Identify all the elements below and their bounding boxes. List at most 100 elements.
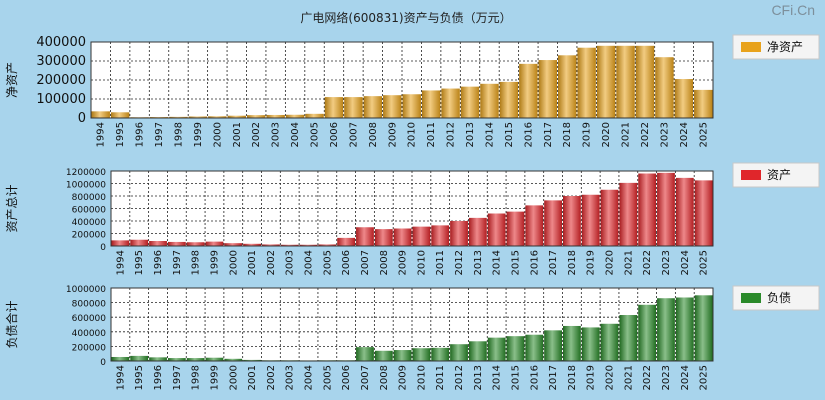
bar-2014 xyxy=(480,83,499,118)
bar-2002 xyxy=(262,244,280,246)
x-tick-label: 2009 xyxy=(387,122,398,147)
bar-2013 xyxy=(468,341,487,361)
x-tick-label: 2011 xyxy=(435,365,446,390)
x-tick-label: 2014 xyxy=(492,250,503,275)
plot-border xyxy=(90,41,714,119)
bar-2022 xyxy=(635,45,655,118)
bar-2018 xyxy=(563,325,581,361)
x-tick-label: 2015 xyxy=(510,365,521,390)
bar-2010 xyxy=(402,94,421,118)
bar-1995 xyxy=(110,112,130,118)
x-tick-label: 2012 xyxy=(446,122,457,147)
bar-1999 xyxy=(188,116,208,118)
x-tick-label: 2005 xyxy=(322,250,333,275)
y-tick-label: 1200000 xyxy=(66,168,106,178)
x-tick-label: 2025 xyxy=(699,365,710,390)
y-axis-label: 资产总计 xyxy=(5,184,19,232)
bar-2019 xyxy=(577,47,596,119)
x-tick-label: 2014 xyxy=(484,122,495,147)
bar-2021 xyxy=(619,315,638,361)
x-tick-label: 2003 xyxy=(285,365,296,390)
bar-2018 xyxy=(563,196,581,246)
x-tick-label: 2021 xyxy=(623,250,634,275)
panel-1: 0 100000 200000 300000 400000 1994 1995 1996 199… xyxy=(5,34,820,147)
bar-2016 xyxy=(525,334,544,361)
legend-swatch xyxy=(741,170,761,180)
bar-2018 xyxy=(558,55,577,118)
bar-2004 xyxy=(299,244,318,246)
x-tick-label: 2012 xyxy=(454,250,465,275)
x-tick-label: 2000 xyxy=(228,250,239,275)
x-tick-label: 2010 xyxy=(416,250,427,275)
x-tick-label: 2018 xyxy=(567,365,578,390)
bar-2017 xyxy=(538,60,557,118)
bar-2025 xyxy=(694,180,713,246)
bar-2011 xyxy=(431,225,450,246)
bar-2007 xyxy=(356,347,374,361)
bar-2025 xyxy=(694,89,713,118)
bar-2007 xyxy=(344,97,363,118)
bar-2021 xyxy=(619,182,638,246)
bar-2023 xyxy=(657,298,675,361)
panel-2: 0 200000 400000 600000 800000 1000000 1200000 1… xyxy=(5,162,820,275)
bar-2001 xyxy=(243,359,261,361)
bar-2020 xyxy=(600,189,619,246)
x-tick-label: 2003 xyxy=(271,122,282,147)
x-tick-label: 2007 xyxy=(348,122,359,147)
bar-2021 xyxy=(616,45,635,118)
bar-1994 xyxy=(111,240,130,246)
x-tick-label: 2022 xyxy=(642,365,653,390)
chart-title: 广电网络(600831)资产与负债（万元） xyxy=(300,10,511,25)
bar-1998 xyxy=(169,116,188,118)
legend-label: 净资产 xyxy=(767,40,803,54)
y-tick-label: 400000 xyxy=(72,218,107,228)
x-tick-label: 2008 xyxy=(368,122,379,147)
legend: 净资产 xyxy=(732,34,820,60)
x-tick-label: 2022 xyxy=(642,250,653,275)
bar-2008 xyxy=(363,96,383,118)
x-tick-label: 2002 xyxy=(251,122,262,147)
bar-2024 xyxy=(674,79,694,118)
x-tick-label: 2016 xyxy=(529,365,540,390)
x-tick-label: 2006 xyxy=(341,365,352,390)
y-tick-label: 0 xyxy=(78,111,86,126)
bar-2007 xyxy=(356,227,374,246)
bar-2020 xyxy=(596,45,616,118)
bar-2017 xyxy=(544,200,562,246)
panel-3: 0 200000 400000 600000 800000 1000000 1994 1995… xyxy=(4,285,820,390)
x-tick-label: 2020 xyxy=(601,122,612,147)
x-tick-label: 2025 xyxy=(698,122,709,147)
bar-2006 xyxy=(337,237,356,246)
bar-2022 xyxy=(638,304,657,361)
bar-2009 xyxy=(383,95,402,118)
x-tick-label: 2022 xyxy=(640,122,651,147)
bar-2024 xyxy=(675,297,694,361)
y-tick-label: 200000 xyxy=(36,73,86,88)
bar-2016 xyxy=(525,205,544,246)
bar-2011 xyxy=(421,90,441,118)
x-tick-label: 1995 xyxy=(134,250,145,275)
x-tick-label: 2018 xyxy=(567,250,578,275)
bar-1994 xyxy=(111,356,130,361)
bar-2015 xyxy=(506,211,525,246)
y-tick-label: 0 xyxy=(100,358,106,368)
x-tick-label: 2015 xyxy=(504,122,515,147)
x-tick-label: 2007 xyxy=(360,250,371,275)
bar-2001 xyxy=(243,243,261,246)
y-axis-label: 净资产 xyxy=(5,62,19,98)
bar-2009 xyxy=(393,350,412,361)
bar-1999 xyxy=(205,241,224,246)
y-tick-label: 800000 xyxy=(72,300,107,310)
y-tick-label: 800000 xyxy=(72,193,107,203)
x-tick-label: 2009 xyxy=(398,250,409,275)
legend: 负债 xyxy=(732,285,820,311)
y-tick-label: 300000 xyxy=(36,54,86,69)
x-tick-label: 1994 xyxy=(115,250,126,275)
x-tick-label: 1994 xyxy=(96,122,107,147)
bar-1995 xyxy=(130,355,149,361)
bar-2020 xyxy=(600,323,619,361)
y-tick-label: 200000 xyxy=(72,231,107,241)
x-tick-label: 2005 xyxy=(310,122,321,147)
x-tick-label: 1999 xyxy=(209,365,220,390)
x-tick-label: 2006 xyxy=(329,122,340,147)
